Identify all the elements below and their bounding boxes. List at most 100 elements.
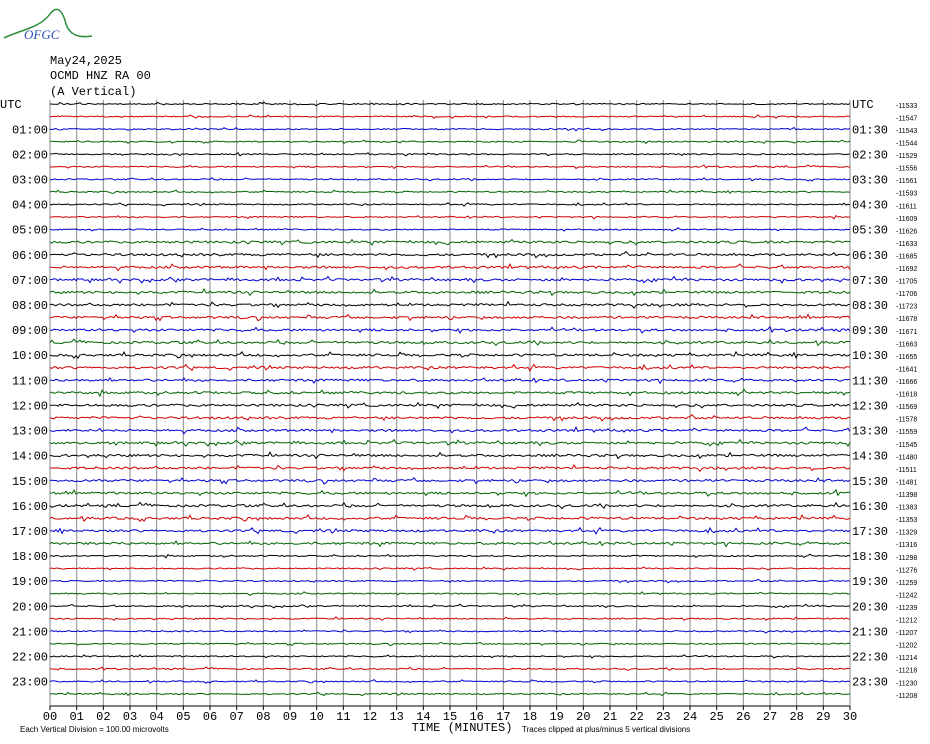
row-label-left: 04:00 [12,199,48,213]
trace-offset-label: -11511 [896,467,917,474]
trace [50,262,851,272]
x-tick-label: 28 [789,710,803,724]
trace-offset-label: -11663 [896,341,917,348]
footnote-left: Each Vertical Division = 100.00 microvol… [20,725,169,734]
trace-offset-label: -11218 [896,668,917,675]
trace-offset-label: -11383 [896,505,917,512]
row-label-right: 03:30 [852,173,888,187]
trace-offset-label: -11543 [896,128,917,135]
trace [49,388,851,398]
row-label-left: 09:00 [12,324,48,338]
trace-offset-label: -11214 [896,655,917,662]
row-label-right: 21:30 [852,625,888,639]
trace [49,126,851,132]
row-label-right: 08:30 [852,299,888,313]
trace-offset-label: -11559 [896,429,917,436]
x-tick-label: 27 [763,710,777,724]
trace-offset-label: -11398 [896,492,917,499]
trace [49,376,851,385]
row-label-right: 11:30 [852,374,888,388]
row-label-right: 07:30 [852,274,888,288]
trace [49,313,851,322]
row-label-left: 19:00 [12,575,48,589]
trace [49,189,851,195]
x-tick-label: 10 [309,710,323,724]
trace-offset-label: -11618 [896,392,917,399]
x-tick-label: 09 [283,710,297,724]
trace [50,603,851,609]
trace-offset-label: -11692 [896,266,917,273]
trace-offset-label: -11202 [896,643,917,650]
row-label-left: 20:00 [12,600,48,614]
x-tick-label: 25 [709,710,723,724]
trace [50,591,851,597]
trace [49,488,851,498]
trace [49,553,851,559]
trace [49,363,851,372]
component: (A Vertical) [50,85,136,99]
trace [49,413,851,422]
trace [49,566,851,571]
trace-offset-label: -11481 [896,479,917,486]
row-label-right: 22:30 [852,651,888,665]
row-label-left: 21:00 [12,625,48,639]
row-label-right: 10:30 [852,349,888,363]
trace [49,526,851,536]
date: May24,2025 [50,54,122,68]
row-label-right: 05:30 [852,224,888,238]
trace-offset-label: -11545 [896,442,917,449]
trace [49,164,851,170]
x-tick-label: 20 [576,710,590,724]
trace [49,451,851,460]
trace-offset-label: -11706 [896,291,917,298]
x-tick-label: 29 [816,710,830,724]
trace-offset-label: -11533 [896,103,917,110]
trace [49,101,851,107]
trace-offset-label: -11207 [896,630,917,637]
x-tick-label: 22 [629,710,643,724]
row-label-right: 14:30 [852,450,888,464]
trace-offset-label: -11666 [896,379,917,386]
trace-offset-label: -11569 [896,404,917,411]
trace-offset-label: -11242 [896,592,917,599]
trace-offset-label: -11626 [896,228,917,235]
trace-offset-label: -11230 [896,680,917,687]
trace [49,464,851,473]
trace [49,628,851,634]
x-tick-label: 15 [443,710,457,724]
row-label-left: 10:00 [12,349,48,363]
row-label-right: 01:30 [852,123,888,137]
footnote-right: Traces clipped at plus/minus 5 vertical … [522,725,690,734]
trace [49,300,851,309]
row-label-right: 06:30 [852,249,888,263]
row-label-right: 12:30 [852,399,888,413]
row-label-left: 12:00 [12,399,48,413]
row-label-left: 23:00 [12,676,48,690]
trace-offset-label: -11329 [896,530,917,537]
row-label-right: 13:30 [852,425,888,439]
x-tick-label: 13 [389,710,403,724]
row-label-right: 15:30 [852,475,888,489]
x-tick-label: 14 [416,710,430,724]
trace [50,114,851,119]
trace-offset-label: -11259 [896,580,917,587]
row-label-left: 05:00 [12,224,48,238]
logo-swoosh [3,8,93,39]
trace [49,287,851,297]
trace [49,678,851,684]
trace [49,426,851,435]
trace-offset-label: -11276 [896,567,917,574]
trace [49,152,851,157]
x-tick-label: 11 [336,710,350,724]
x-tick-label: 19 [549,710,563,724]
row-label-right: 02:30 [852,148,888,162]
row-label-right: 23:30 [852,676,888,690]
trace [49,238,851,246]
x-tick-label: 07 [229,710,243,724]
trace [49,578,851,584]
trace-offset-label: -11316 [896,542,917,549]
trace [50,401,851,410]
trace [49,202,851,207]
row-label-right: 20:30 [852,600,888,614]
